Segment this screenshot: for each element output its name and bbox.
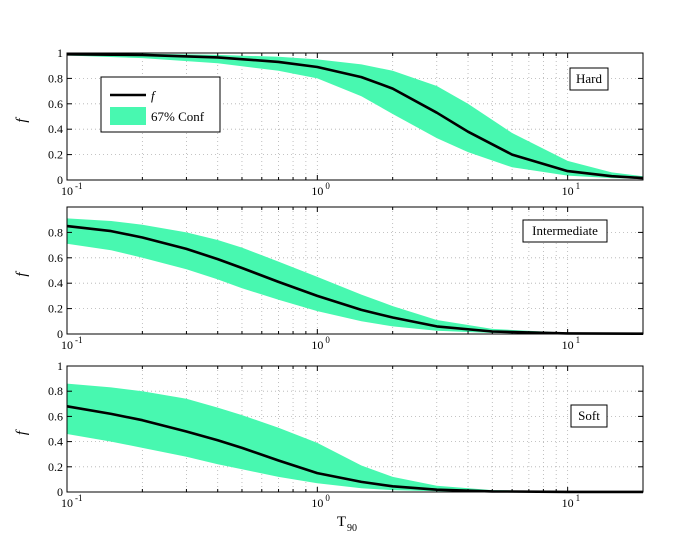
x-tick-exponent: 1 [576,335,581,345]
x-tick-label: 10 [61,338,73,352]
y-tick-label: 1 [57,46,63,60]
y-tick-label: 0.4 [48,435,63,449]
panel-label-box [569,67,609,91]
x-tick-label: 10 [311,184,323,198]
x-tick-label: 10 [562,496,574,510]
x-tick-label: 10 [311,338,323,352]
y-tick-label: 0.8 [48,71,63,85]
y-tick-label: 0.6 [48,251,63,265]
legend-label: f [151,88,157,103]
panel-label-box [522,219,608,243]
confidence-band [67,218,643,334]
x-tick-label: 10 [311,496,323,510]
y-axis-label: f [14,117,30,123]
legend-label: 67% Conf [151,109,205,124]
y-tick-label: 1 [57,359,63,373]
x-tick-exponent: -1 [75,335,83,345]
f-line [66,405,643,494]
x-tick-label: 10 [61,184,73,198]
y-tick-label: 0 [57,485,63,499]
y-axis-label: f [14,271,30,277]
y-tick-label: 0.4 [48,122,63,136]
x-tick-exponent: -1 [75,493,83,503]
axes-frame [66,365,644,493]
x-axis-label: T [337,514,346,530]
x-tick-label: 10 [61,496,73,510]
y-tick-label: 0.2 [48,148,63,162]
y-tick-label: 0 [57,173,63,187]
axes-frame [66,206,644,335]
y-tick-label: 0.8 [48,384,63,398]
panel-label: Intermediate [532,223,598,238]
x-tick-label: 10 [562,338,574,352]
panel-label: Hard [576,71,602,86]
x-tick-exponent: 1 [576,493,581,503]
y-axis-label: f [14,429,30,435]
x-axis-label-subscript: 90 [347,523,357,534]
x-tick-exponent: 1 [576,181,581,191]
x-tick-label: 10 [562,184,574,198]
x-tick-exponent: 0 [325,181,330,191]
y-tick-label: 0.4 [48,276,63,290]
panel-label: Soft [578,408,600,423]
panel-label-box [570,404,608,428]
confidence-band [67,383,643,492]
y-tick-label: 0.6 [48,97,63,111]
x-tick-exponent: 0 [325,335,330,345]
x-tick-exponent: 0 [325,493,330,503]
y-tick-label: 0.2 [48,302,63,316]
f-line [66,53,644,180]
y-tick-label: 0.6 [48,409,63,423]
axes-frame [66,52,644,181]
legend-band-swatch [110,107,146,125]
y-tick-label: 0 [57,327,63,341]
y-tick-label: 0.8 [48,225,63,239]
y-tick-label: 0.2 [48,460,63,474]
x-tick-exponent: -1 [75,181,83,191]
f-line [66,224,644,336]
